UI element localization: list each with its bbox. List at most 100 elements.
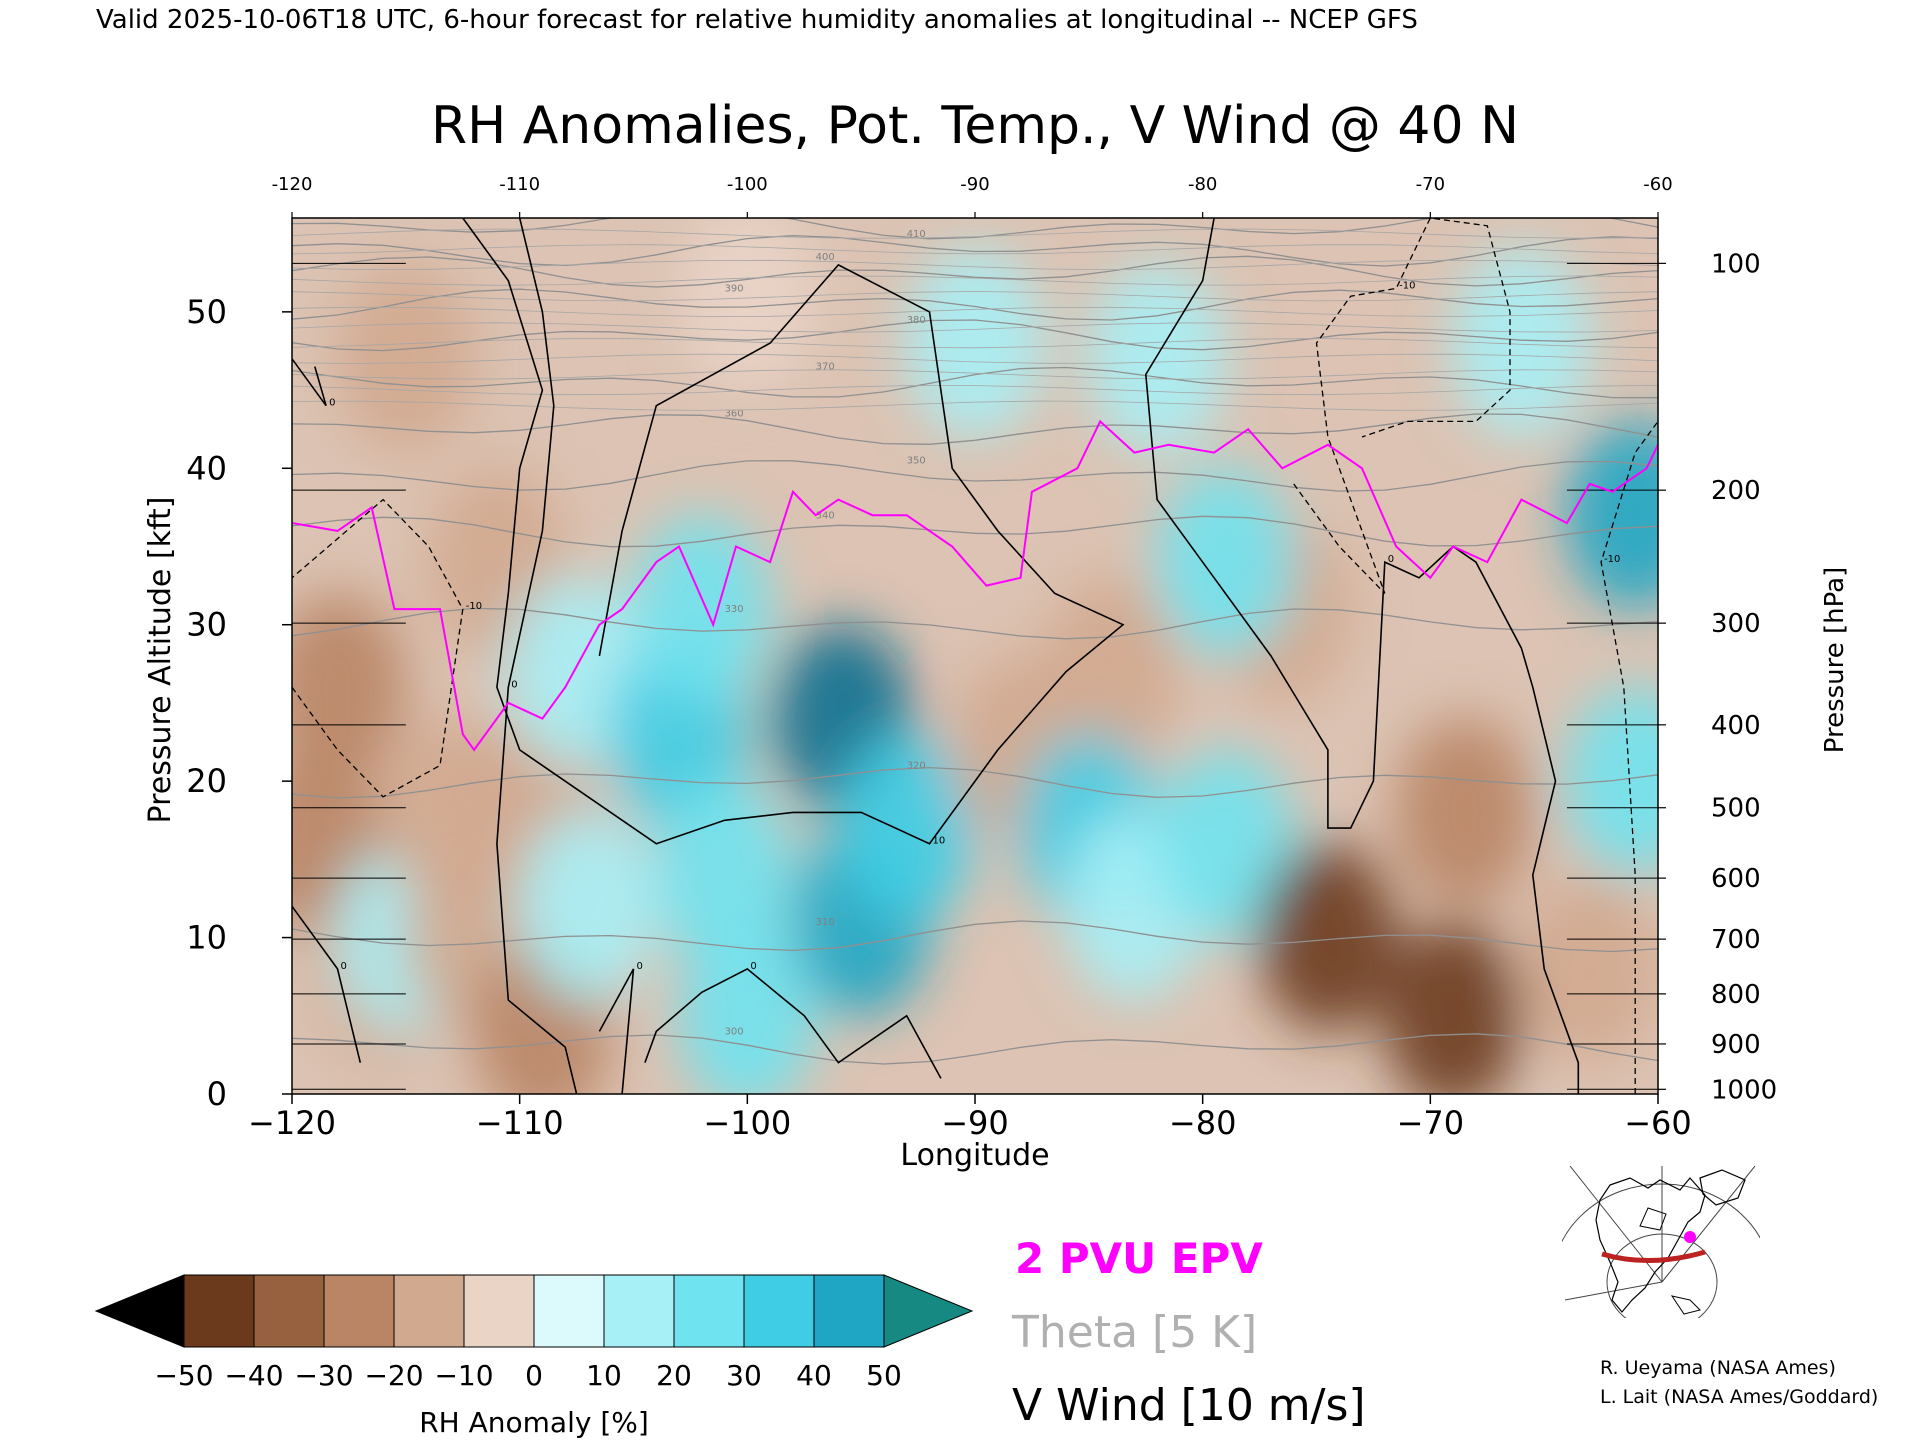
- v-wind-dashed-contour: [1293, 218, 1511, 594]
- credit-line-1: R. Ueyama (NASA Ames): [1600, 1357, 1836, 1379]
- theta-contour-label: 360: [725, 409, 744, 420]
- pressure-tick-label: 700: [1711, 925, 1761, 955]
- colorbar-swatch: [813, 1274, 885, 1348]
- v-wind-contour-label: 0: [341, 961, 347, 972]
- v-wind-dashed-label: -10: [1604, 554, 1620, 565]
- x-tick-label: −70: [1397, 1104, 1465, 1142]
- x-tick-label: −100: [703, 1104, 791, 1142]
- theta-contour-line: [292, 369, 1658, 380]
- rh-anomaly-blob: [1041, 576, 1182, 767]
- top-axis-ticks: -120 -110 -100 -90 -80 -70 -60: [272, 174, 1673, 218]
- theta-contour-label: 310: [816, 917, 835, 928]
- x-axis-label: Longitude: [900, 1138, 1049, 1173]
- chart-title: RH Anomalies, Pot. Temp., V Wind @ 40 N: [431, 96, 1519, 156]
- top-tick-label: -120: [272, 174, 313, 195]
- v-wind-contour: [598, 968, 635, 1094]
- theta-contour-line: [292, 607, 1658, 640]
- theta-contour-label: 330: [725, 604, 744, 615]
- y-tick-label: 50: [186, 293, 227, 331]
- theta-contour-line: [292, 366, 1658, 399]
- rh-anomaly-blob: [1565, 686, 1658, 877]
- rh-anomaly-blob: [517, 811, 658, 1002]
- theta-contour-line: [292, 244, 1658, 255]
- x-tick-label: −110: [476, 1104, 564, 1142]
- pressure-tick-label: 300: [1711, 609, 1761, 639]
- colorbar-swatch: [743, 1274, 815, 1348]
- colorbar-tick-label: −50: [154, 1359, 213, 1392]
- rh-anomaly-blob: [1155, 467, 1296, 658]
- v-wind-contour-label: 0: [637, 961, 643, 972]
- pressure-tick-label: 200: [1711, 476, 1761, 506]
- pressure-tick-label: 500: [1711, 794, 1761, 824]
- rh-anomaly-blob: [1451, 248, 1592, 439]
- theta-contour-label: 340: [816, 510, 835, 521]
- colorbar: −50 −40 −30 −20 −10 0 10 20 30 40 50: [94, 1274, 974, 1392]
- theta-contour-line: [292, 385, 1658, 396]
- pressure-tick-label: 1000: [1711, 1075, 1777, 1105]
- inset-map: [1562, 1166, 1760, 1318]
- pressure-axis: 100 200 300 400 500 600 700 800 900 1000: [1658, 249, 1777, 1105]
- x-axis: −120 −110 −100 −90 −80 −70 −60: [248, 1094, 1692, 1142]
- rh-anomaly-blob: [335, 263, 476, 454]
- pressure-tick-label: 100: [1711, 249, 1761, 279]
- x-tick-label: −60: [1624, 1104, 1692, 1142]
- colorbar-swatch: [603, 1274, 675, 1348]
- header-text: Valid 2025-10-06T18 UTC, 6-hour forecast…: [96, 5, 1418, 35]
- rh-anomaly-blob: [631, 514, 772, 705]
- rh-anomaly-field: [292, 218, 1658, 1094]
- v-wind-dashed-label: -10: [466, 601, 482, 612]
- v-wind-contour-label: 0: [1388, 554, 1394, 565]
- rh-anomaly-blob: [1087, 263, 1228, 454]
- theta-contour-label: 320: [907, 761, 926, 772]
- rh-anomaly-blob: [1394, 717, 1535, 908]
- v-wind-dashed-contour: [1600, 421, 1658, 1094]
- rh-anomaly-blob: [292, 592, 408, 783]
- colorbar-tick-label: 10: [586, 1359, 622, 1392]
- v-wind-contour-label: 0: [511, 679, 517, 690]
- rh-anomaly-blob: [677, 920, 818, 1094]
- theta-contour-line: [292, 338, 1658, 349]
- pressure-tick-label: 900: [1711, 1030, 1761, 1060]
- colorbar-label: RH Anomaly [%]: [419, 1406, 649, 1439]
- theta-contour-line: [292, 920, 1658, 953]
- theta-contour-line: [292, 234, 1658, 267]
- plot-area: 300310320330340350360370380390400410420 …: [292, 218, 1658, 1094]
- rh-anomaly-blob: [905, 248, 1045, 439]
- y-tick-label: 20: [186, 762, 227, 800]
- colorbar-tick-label: 40: [796, 1359, 832, 1392]
- theta-contour-line: [292, 288, 1658, 321]
- y-axis-label: Pressure Altitude [kft]: [143, 497, 178, 824]
- colorbar-swatch: [463, 1274, 535, 1348]
- v-wind-contour: [496, 218, 578, 1094]
- v-wind-contour: [292, 358, 327, 407]
- y-tick-label: 30: [186, 606, 227, 644]
- y-tick-label: 40: [186, 449, 227, 487]
- colorbar-tick-label: −40: [224, 1359, 283, 1392]
- v-wind-contour-label: 0: [750, 961, 756, 972]
- theta-contour-label: 400: [816, 252, 835, 263]
- v-wind-contour-label: 10: [932, 836, 945, 847]
- theta-contour-line: [292, 319, 1658, 352]
- pvu-line: [292, 419, 1658, 752]
- legend-theta: Theta [5 K]: [1011, 1307, 1257, 1358]
- top-tick-label: -110: [499, 174, 540, 195]
- rh-anomaly-blob: [1519, 873, 1658, 1064]
- theta-contour-line: [292, 413, 1658, 445]
- theta-contour-line: [292, 275, 1658, 286]
- colorbar-under-triangle: [94, 1274, 185, 1348]
- map-coastline: [1699, 1169, 1746, 1206]
- colorbar-tick-label: 50: [866, 1359, 902, 1392]
- theta-contour-line: [292, 400, 1658, 411]
- top-tick-label: -60: [1643, 174, 1672, 195]
- colorbar-swatch: [323, 1274, 395, 1348]
- theta-contour-line: [292, 460, 1658, 492]
- theta-contour-label: 300: [725, 1027, 744, 1038]
- pressure-tick-label: 600: [1711, 864, 1761, 894]
- colorbar-tick-label: 30: [726, 1359, 762, 1392]
- top-tick-label: -80: [1188, 174, 1217, 195]
- theta-contour-line: [292, 515, 1658, 548]
- cross-section-line: [1601, 1249, 1706, 1264]
- credit-line-2: L. Lait (NASA Ames/Goddard): [1600, 1386, 1878, 1408]
- theta-contour-line: [292, 291, 1658, 302]
- y-tick-label: 0: [207, 1075, 227, 1113]
